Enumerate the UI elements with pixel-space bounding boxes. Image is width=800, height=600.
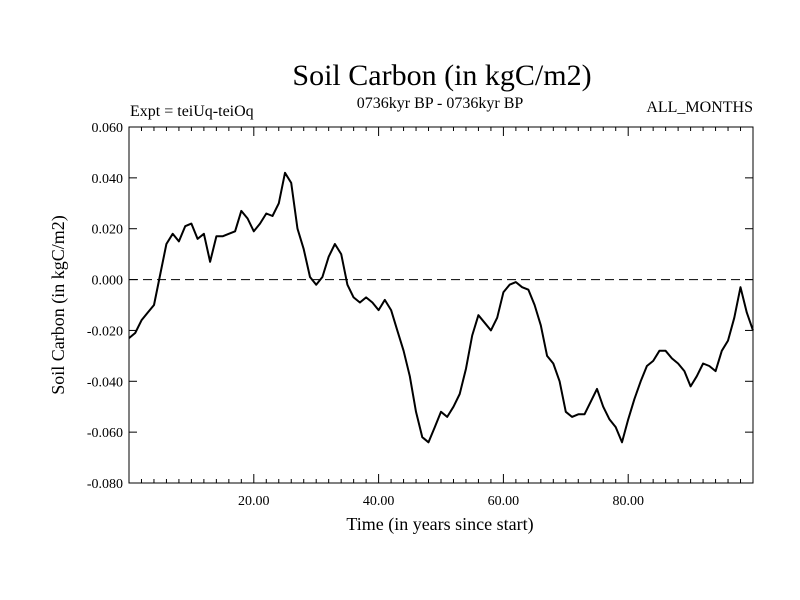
- y-tick-label: -0.020: [87, 324, 123, 339]
- y-tick-label: -0.080: [87, 477, 123, 492]
- x-tick-label: 40.00: [363, 494, 395, 509]
- x-tick-label: 20.00: [238, 494, 270, 509]
- y-tick-label: 0.020: [92, 223, 124, 238]
- plot-frame: [128, 126, 754, 484]
- y-tick-label: 0.060: [92, 121, 124, 136]
- y-axis: 0.060 0.040 0.020 0.000 -0.020 -0.040 -0.060 -0…: [87, 121, 753, 492]
- y-axis-label: Soil Carbon (in kgC/m2): [48, 215, 69, 395]
- x-axis: 20.00 40.00 60.00 80.00: [140, 127, 742, 509]
- x-axis-label: Time (in years since start): [346, 514, 533, 535]
- series-line: [128, 171, 754, 444]
- chart-subtitle-right: ALL_MONTHS: [646, 99, 753, 116]
- y-tick-label: 0.000: [92, 274, 124, 289]
- chart-subtitle-center: 0736kyr BP - 0736kyr BP: [357, 95, 524, 112]
- chart-subtitle-left: Expt = teiUq-teiOq: [130, 103, 254, 120]
- x-tick-label: 60.00: [488, 494, 520, 509]
- y-tick-label: -0.060: [87, 426, 123, 441]
- y-tick-label: 0.040: [92, 172, 124, 187]
- x-tick-label: 80.00: [612, 494, 644, 509]
- y-tick-label: -0.040: [87, 375, 123, 390]
- chart-title: Soil Carbon (in kgC/m2): [292, 59, 591, 92]
